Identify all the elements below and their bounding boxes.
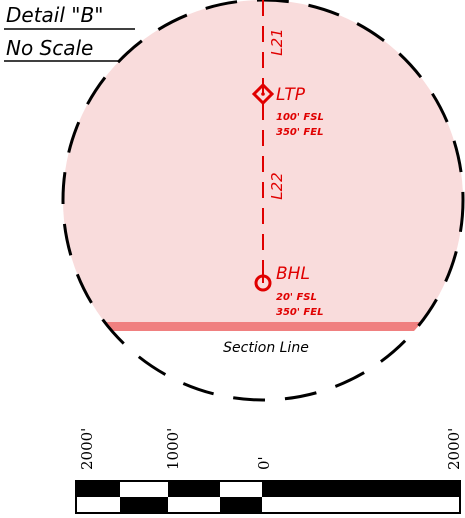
ltp-fsl-text: 100' FSL (276, 112, 324, 123)
segment-upper-label: L21 (268, 28, 286, 55)
detail-subtitle: No Scale (6, 36, 93, 60)
bhl-fel-text: 350' FEL (276, 307, 323, 318)
scale-label-1000: 1000' (164, 428, 182, 470)
section-line-label: Section Line (223, 340, 309, 356)
scale-label-2000-left: 2000' (78, 428, 96, 470)
ltp-label: LTP (276, 85, 306, 105)
diamond-icon (251, 82, 275, 106)
detail-title-block: Detail "B" No Scale (4, 3, 135, 62)
section-line-band (63, 322, 463, 331)
scale-bar: 2000' 1000' 0' 2000' (75, 428, 463, 514)
ltp-fel-text: 350' FEL (276, 127, 323, 138)
bhl-label: BHL (276, 264, 310, 284)
bhl-marker (254, 274, 272, 292)
ltp-marker (251, 82, 275, 106)
bhl-fsl-text: 20' FSL (276, 292, 317, 303)
segment-lower-label: L22 (268, 172, 286, 199)
scale-label-zero: 0' (255, 456, 273, 470)
detail-title: Detail "B" (6, 3, 103, 27)
scale-label-2000-right: 2000' (445, 428, 463, 470)
detail-circle-outline (61, 0, 465, 402)
